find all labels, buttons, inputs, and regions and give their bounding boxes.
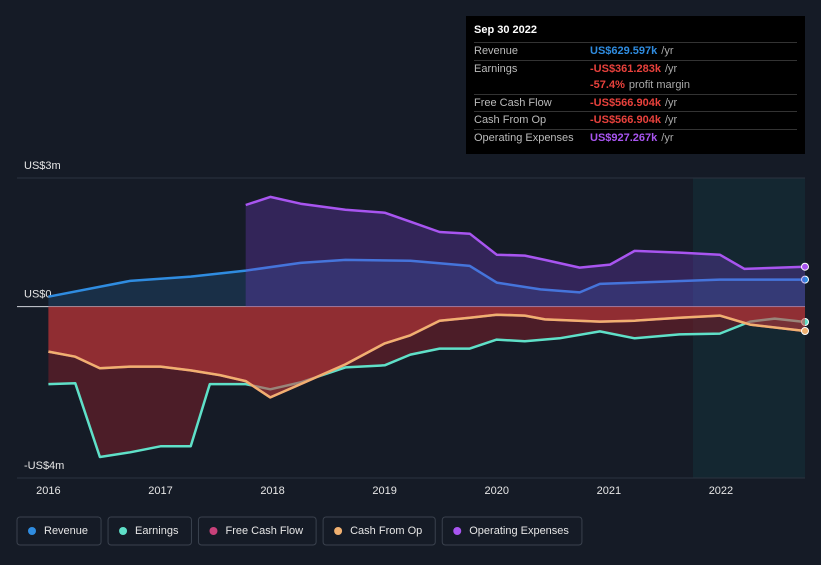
series-line xyxy=(48,258,805,298)
legend-swatch xyxy=(334,527,343,535)
tooltip-value: US$927.267k xyxy=(590,131,658,144)
legend-item[interactable]: Operating Expenses xyxy=(441,516,583,546)
tooltip-row: Operating Expenses US$927.267k/yr xyxy=(474,128,797,147)
legend-label: Cash From Op xyxy=(350,525,422,537)
tooltip-suffix: /yr xyxy=(661,45,674,58)
series-line xyxy=(245,195,806,271)
tooltip-value: -US$361.283k xyxy=(590,62,661,75)
tooltip-row: -57.4% profit margin xyxy=(474,77,797,94)
legend-label: Earnings xyxy=(135,525,179,537)
tooltip-row: Cash From Op -US$566.904k/yr xyxy=(474,111,797,129)
legend-label: Revenue xyxy=(44,525,88,537)
x-tick-label: 2018 xyxy=(260,485,284,497)
x-tick-label: 2016 xyxy=(36,485,60,497)
x-tick-label: 2022 xyxy=(709,485,733,497)
tooltip-suffix: profit margin xyxy=(628,79,690,92)
tooltip-suffix: /yr xyxy=(664,62,678,75)
tooltip-label: Earnings xyxy=(474,62,518,75)
x-tick-label: 2019 xyxy=(372,485,396,497)
tooltip-date: Sep 30 2022 xyxy=(474,24,537,36)
tooltip: Sep 30 2022 Revenue US$629.597k/yr Earning… xyxy=(466,16,805,154)
tooltip-value: -US$566.904k xyxy=(590,96,661,109)
legend-swatch xyxy=(209,527,218,535)
tooltip-value: -57.4% xyxy=(590,79,625,92)
tooltip-label: Free Cash Flow xyxy=(474,96,552,109)
tooltip-suffix: /yr xyxy=(664,114,678,127)
legend-swatch xyxy=(119,527,128,535)
x-tick-label: 2017 xyxy=(148,485,172,497)
legend-item[interactable]: Revenue xyxy=(16,516,102,546)
series-line xyxy=(48,313,806,399)
legend-item[interactable]: Cash From Op xyxy=(322,516,436,546)
x-tick-label: 2020 xyxy=(485,485,509,497)
tooltip-value: -US$566.904k xyxy=(590,114,661,127)
legend-swatch xyxy=(28,527,36,535)
tooltip-suffix: /yr xyxy=(661,131,674,144)
legend-box xyxy=(441,516,583,546)
legend-swatch xyxy=(453,527,462,535)
end-dot xyxy=(801,327,809,335)
end-dot xyxy=(801,275,809,284)
series-line xyxy=(48,317,806,459)
legend-item[interactable]: Earnings xyxy=(107,516,192,546)
legend-box xyxy=(322,516,436,546)
legend-label: Operating Expenses xyxy=(469,525,569,537)
x-tick-label: 2021 xyxy=(597,485,621,497)
tooltip-suffix: /yr xyxy=(664,96,678,109)
tooltip-label: Revenue xyxy=(474,45,519,58)
series-area xyxy=(245,196,806,307)
legend-box xyxy=(107,516,192,546)
legend-box xyxy=(197,516,317,546)
y-tick-label: US$0 xyxy=(24,288,52,300)
tooltip-row: Revenue US$629.597k/yr xyxy=(474,42,797,60)
end-dot xyxy=(801,262,809,271)
legend-item[interactable]: Free Cash Flow xyxy=(197,516,317,546)
series-area xyxy=(48,306,805,398)
tooltip-row: Free Cash Flow -US$566.904k/yr xyxy=(474,93,797,112)
tooltip-row: Earnings -US$361.283k/yr xyxy=(474,59,797,78)
tooltip-value: US$629.597k xyxy=(590,45,658,58)
tooltip-label: Operating Expenses xyxy=(474,131,574,144)
y-tick-label: -US$4m xyxy=(24,460,64,472)
legend-box xyxy=(16,516,102,546)
tooltip-label: Cash From Op xyxy=(474,114,547,127)
y-tick-label: US$3m xyxy=(24,160,61,172)
legend-label: Free Cash Flow xyxy=(225,525,303,537)
